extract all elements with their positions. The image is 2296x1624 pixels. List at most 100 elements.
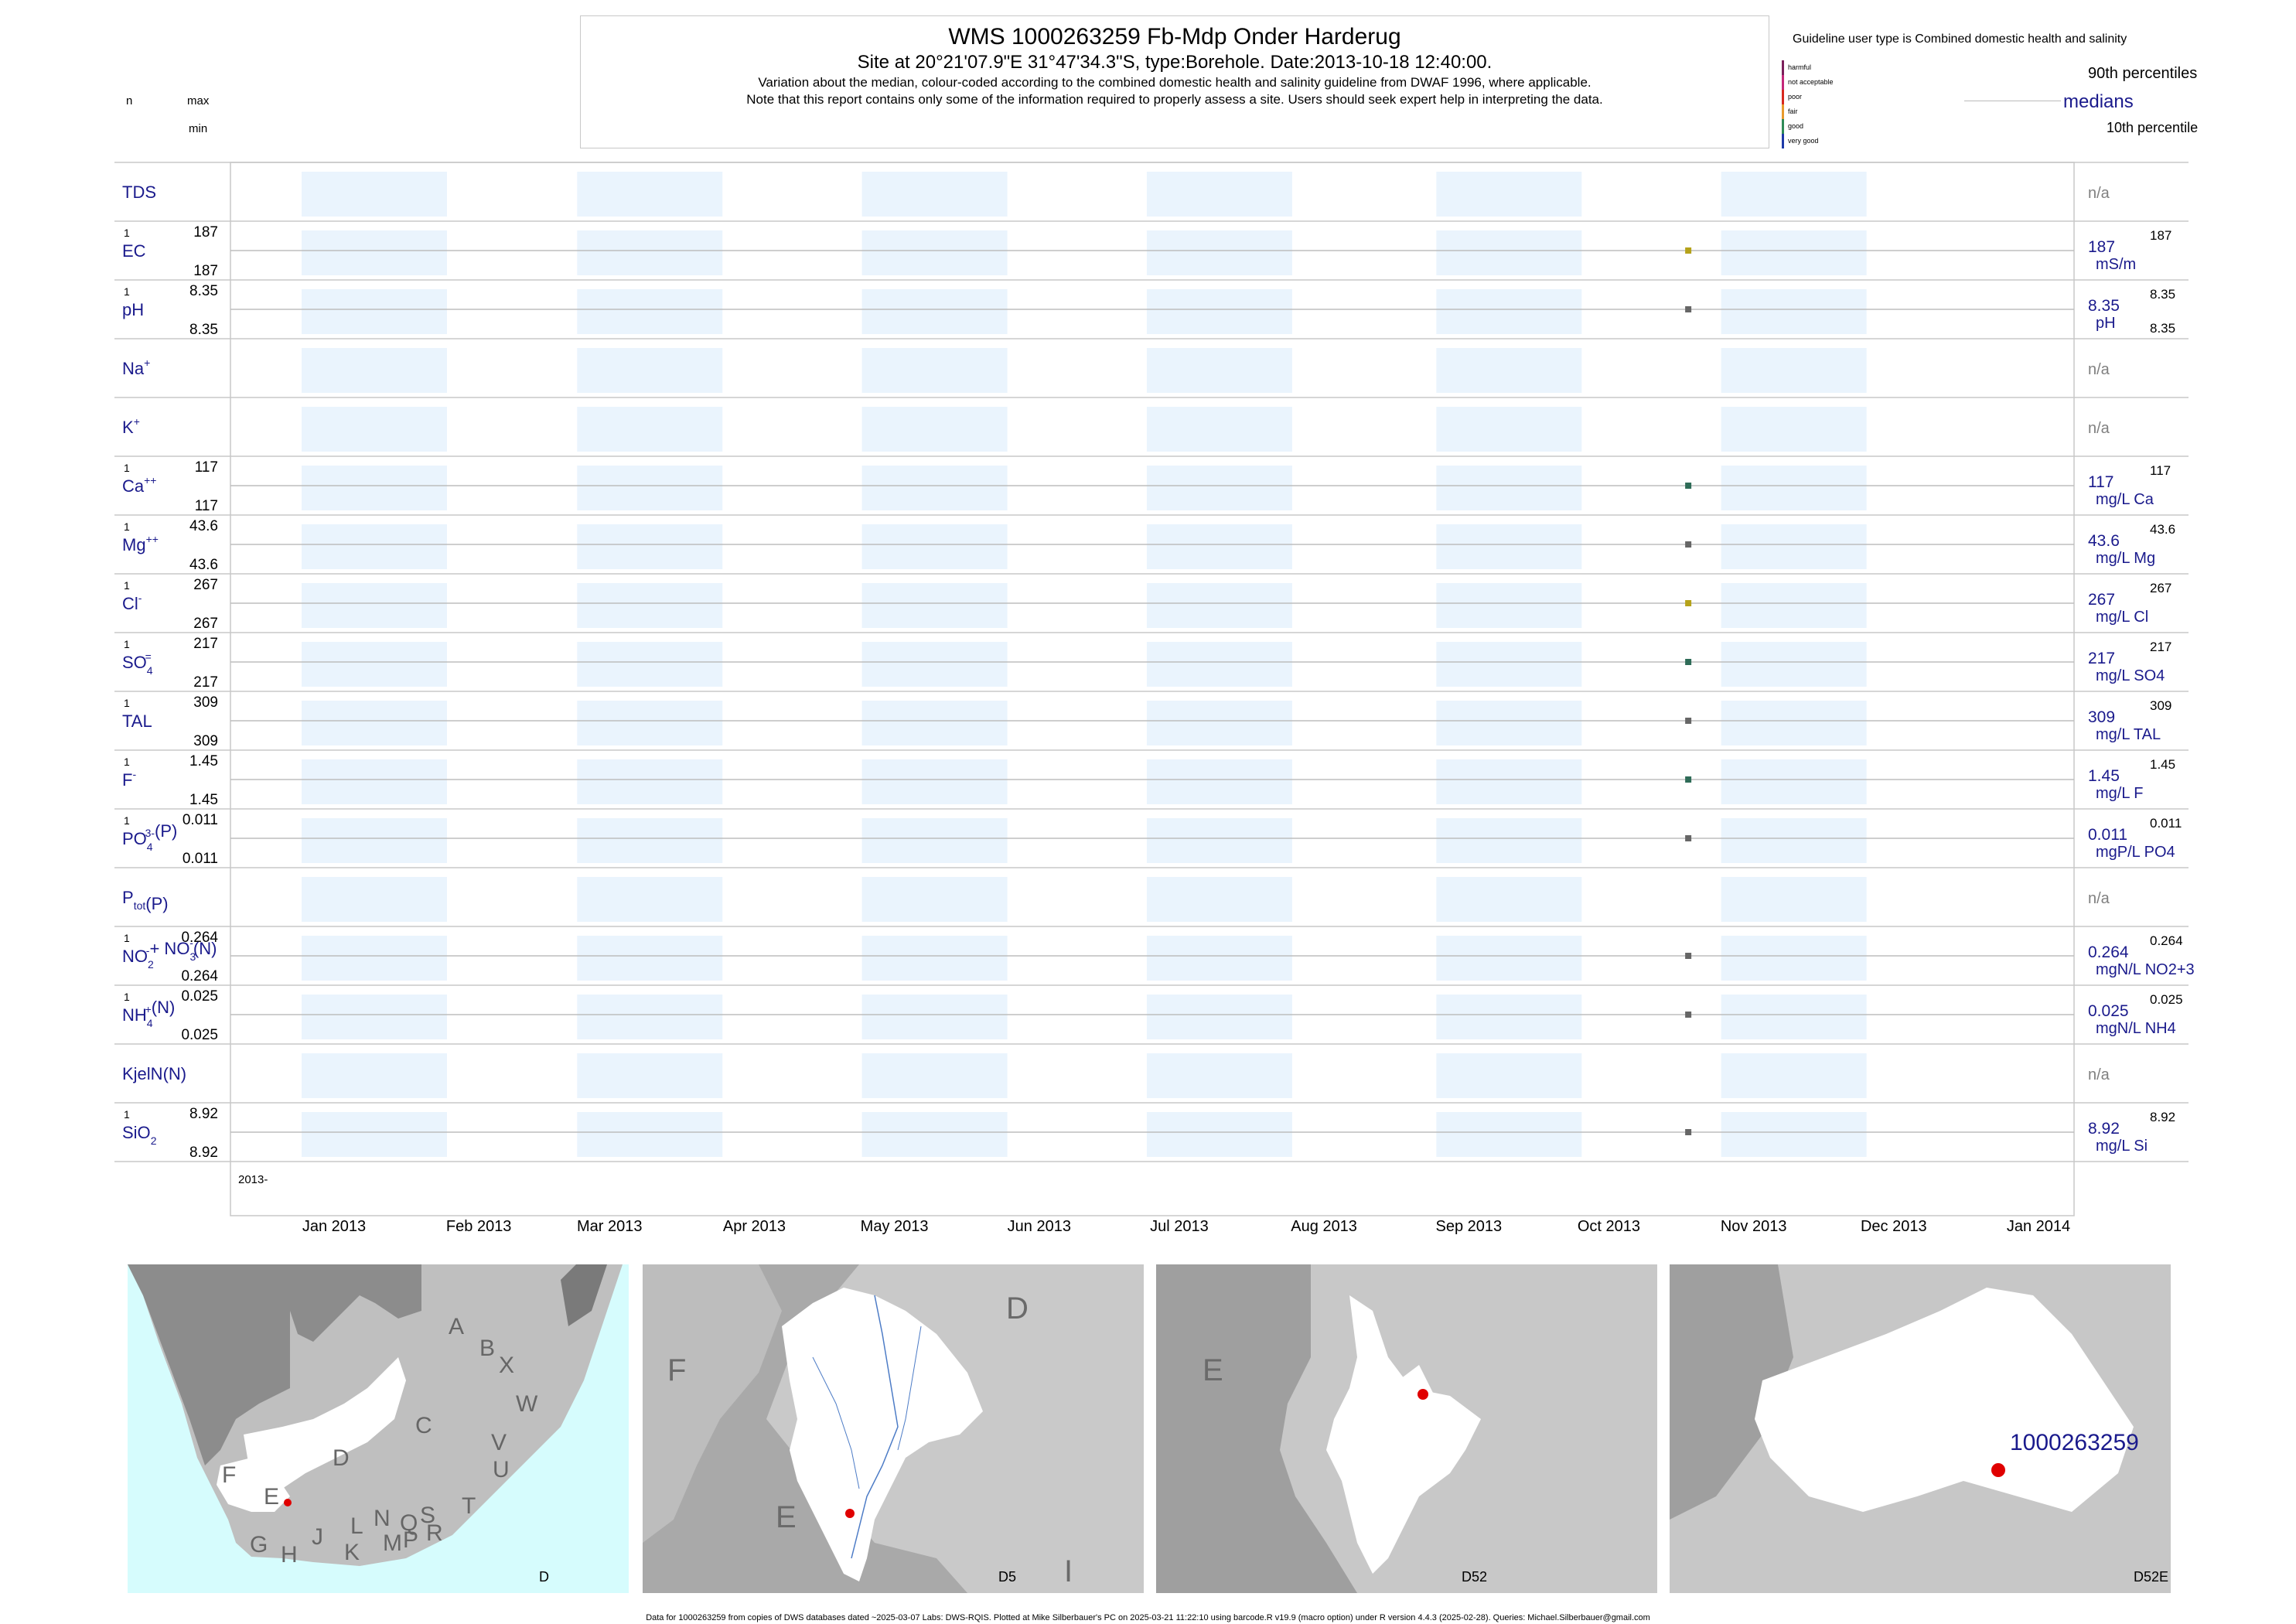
panel-p90: 1.45 xyxy=(2150,757,2175,772)
panel-min: 8.35 xyxy=(189,322,218,338)
month-shade xyxy=(302,524,447,569)
month-shade xyxy=(1436,289,1582,334)
month-shade xyxy=(302,466,447,510)
month-shade xyxy=(1436,407,1582,452)
map-caption-d52e: D52E xyxy=(2134,1569,2168,1585)
month-shade xyxy=(861,818,1008,863)
panel-min: 217 xyxy=(193,674,218,691)
panel-label: NH4+(N) xyxy=(122,998,175,1029)
map-region-label: K xyxy=(344,1540,360,1565)
legend-medians: medians xyxy=(2063,91,2134,112)
month-shade xyxy=(1436,466,1582,510)
month-shade xyxy=(861,1112,1008,1157)
map-caption-d5: D5 xyxy=(998,1569,1016,1585)
panel-median: 217 xyxy=(2088,650,2115,667)
panel-label: NO2-+ NO3-(N) xyxy=(122,937,217,971)
month-shade xyxy=(1721,348,1867,393)
month-shade xyxy=(577,348,723,393)
panel-unit: pH xyxy=(2096,315,2116,332)
month-shade xyxy=(861,407,1008,452)
panel-median: 0.025 xyxy=(2088,1002,2129,1020)
month-shade xyxy=(302,1053,447,1098)
month-shade xyxy=(302,877,447,922)
sample-point xyxy=(1685,953,1692,959)
month-shade xyxy=(577,466,723,510)
sample-point xyxy=(1685,659,1692,665)
sample-point xyxy=(1685,776,1692,783)
month-shade xyxy=(1721,818,1867,863)
month-shade xyxy=(577,759,723,804)
disclaimer-note: Note that this report contains only some… xyxy=(746,92,1603,107)
month-shade xyxy=(1146,936,1292,981)
panel-label: F- xyxy=(122,768,136,790)
month-shade xyxy=(1146,524,1292,569)
guideline-color-swatch xyxy=(1782,90,1784,104)
panel-label: TDS xyxy=(122,183,156,202)
panel-n: 1 xyxy=(124,579,130,592)
month-shade xyxy=(577,642,723,687)
panel-p10: 8.35 xyxy=(2150,321,2175,336)
month-shade xyxy=(861,936,1008,981)
month-shade xyxy=(1146,642,1292,687)
month-shade xyxy=(861,230,1008,275)
month-shade xyxy=(1721,407,1867,452)
panel-n: 1 xyxy=(124,932,130,944)
column-header-n: n xyxy=(126,94,133,107)
panel-median: 0.264 xyxy=(2088,943,2129,961)
month-shade xyxy=(1146,701,1292,745)
title-box: WMS 1000263259 Fb-Mdp Onder Harderug Sit… xyxy=(580,15,1769,148)
month-shade xyxy=(1146,1053,1292,1098)
panel-unit: mg/L TAL xyxy=(2096,726,2161,743)
guideline-class-label: good xyxy=(1788,122,1804,130)
month-shade xyxy=(1436,759,1582,804)
column-header-min: min xyxy=(189,122,208,135)
month-shade xyxy=(577,407,723,452)
month-shade xyxy=(302,936,447,981)
month-shade xyxy=(577,1112,723,1157)
month-shade xyxy=(302,995,447,1039)
month-shade xyxy=(861,348,1008,393)
panel-label: Ptot(P) xyxy=(122,888,169,913)
panel-min: 8.92 xyxy=(189,1145,218,1161)
panel-unit: mg/L Ca xyxy=(2096,491,2154,508)
panel-max: 8.92 xyxy=(189,1106,218,1122)
panel-unit: mgN/L NO2+3 xyxy=(2096,961,2195,978)
month-shade xyxy=(577,172,723,217)
month-shade xyxy=(1721,289,1867,334)
map-region-label: J xyxy=(312,1524,323,1550)
panel-median: 1.45 xyxy=(2088,767,2120,785)
month-shade xyxy=(302,759,447,804)
panel-label: PO43-(P) xyxy=(122,821,177,853)
guideline-color-swatch xyxy=(1782,104,1784,119)
month-shade xyxy=(577,289,723,334)
panel-n: 1 xyxy=(124,520,130,533)
panel-min: 1.45 xyxy=(189,792,218,808)
panel-label: EC xyxy=(122,241,146,261)
map-region-label: P xyxy=(403,1527,418,1553)
site-subtitle: Site at 20°21'07.9"E 31°47'34.3"S, type:… xyxy=(857,52,1493,73)
panel-median: 8.92 xyxy=(2088,1120,2120,1138)
legend-10th-percentile: 10th percentile xyxy=(2107,120,2199,135)
x-tick-label: Oct 2013 xyxy=(1578,1218,1640,1235)
panel-max: 0.011 xyxy=(183,812,218,828)
panel-label: SO4= xyxy=(122,650,153,677)
panel-median: 187 xyxy=(2088,238,2115,256)
panel-unit: mg/L SO4 xyxy=(2096,667,2165,684)
panel-p90: 8.92 xyxy=(2150,1110,2175,1124)
x-tick-label: May 2013 xyxy=(861,1218,929,1235)
month-shade xyxy=(577,524,723,569)
month-shade xyxy=(861,524,1008,569)
panel-label: KjelN(N) xyxy=(122,1064,186,1083)
guideline-color-swatch xyxy=(1782,119,1784,134)
month-shade xyxy=(1721,583,1867,628)
month-shade xyxy=(1436,877,1582,922)
variation-note: Variation about the median, colour-coded… xyxy=(758,75,1592,90)
month-shade xyxy=(302,701,447,745)
month-shade xyxy=(1436,583,1582,628)
month-shade xyxy=(861,1053,1008,1098)
month-shade xyxy=(1721,524,1867,569)
month-shade xyxy=(1721,936,1867,981)
sample-point xyxy=(1685,483,1692,489)
x-tick-label: Apr 2013 xyxy=(723,1218,786,1235)
